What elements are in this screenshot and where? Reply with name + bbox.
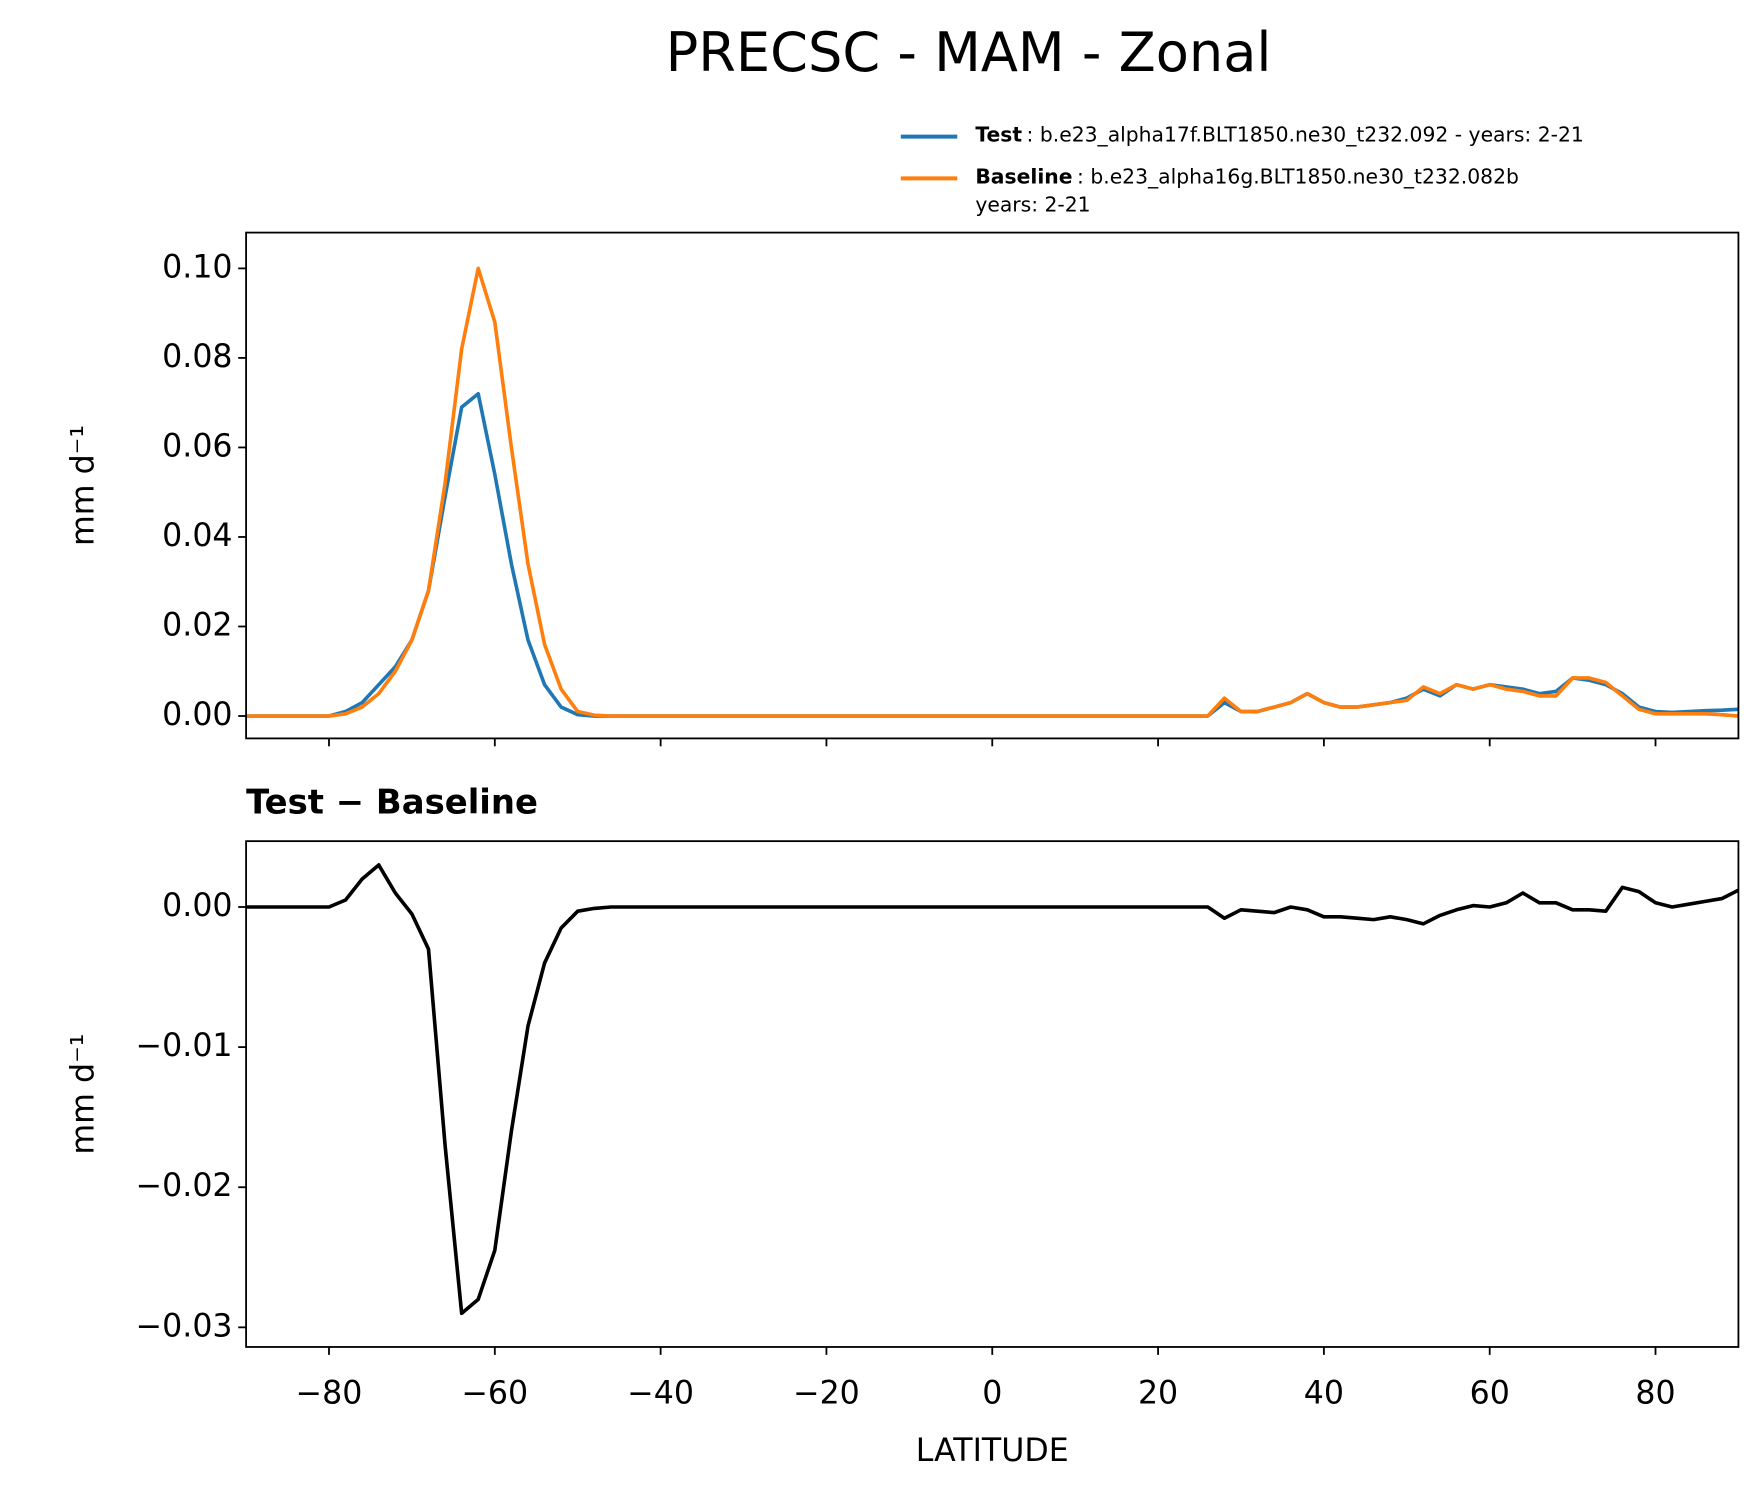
legend-name: Baseline	[975, 164, 1072, 188]
x-tick-label: −60	[461, 1375, 528, 1411]
legend-name: Test	[975, 122, 1022, 146]
x-tick-label: 40	[1304, 1375, 1344, 1411]
y-tick-label: 0.04	[162, 518, 232, 554]
data-line	[246, 391, 1739, 718]
y-tick-label: 0.00	[162, 888, 232, 924]
legend-label: Test: b.e23_alpha17f.BLT1850.ne30_t232.0…	[975, 122, 1584, 147]
y-tick-label: 0.06	[162, 428, 232, 464]
legend-detail-line: years: 2-21	[975, 192, 1090, 216]
plot-area	[246, 863, 1739, 1316]
y-tick-label: 0.00	[162, 697, 232, 733]
data-line	[246, 266, 1739, 718]
axes-frame	[245, 231, 1740, 740]
axes-frame	[245, 840, 1740, 1348]
x-tick-label: −80	[296, 1375, 363, 1411]
legend-detail: : b.e23_alpha16g.BLT1850.ne30_t232.082b	[1077, 164, 1519, 189]
axes-title: Test − Baseline	[246, 782, 538, 821]
legend-label: Baseline: b.e23_alpha16g.BLT1850.ne30_t2…	[975, 164, 1519, 189]
x-axis-label: LATITUDE	[916, 1433, 1069, 1469]
data-line	[246, 863, 1739, 1316]
y-tick-label: 0.10	[162, 249, 232, 285]
x-tick-label: −40	[627, 1375, 694, 1411]
plot-area	[246, 266, 1739, 718]
x-tick-label: −20	[793, 1375, 860, 1411]
y-axis-label: mm d⁻¹	[66, 1034, 102, 1155]
y-tick-label: −0.02	[136, 1168, 233, 1204]
y-tick-label: −0.01	[136, 1028, 233, 1064]
legend-detail: : b.e23_alpha17f.BLT1850.ne30_t232.092 -…	[1027, 122, 1584, 147]
x-tick-label: 20	[1138, 1375, 1178, 1411]
x-tick-label: 0	[982, 1375, 1002, 1411]
y-axis-label: mm d⁻¹	[66, 425, 102, 546]
x-tick-label: 80	[1635, 1375, 1675, 1411]
x-tick-label: 60	[1470, 1375, 1510, 1411]
y-tick-label: 0.02	[162, 607, 232, 643]
y-tick-label: 0.08	[162, 339, 232, 375]
figure-title: PRECSC - MAM - Zonal	[666, 21, 1272, 84]
y-tick-label: −0.03	[136, 1308, 233, 1344]
